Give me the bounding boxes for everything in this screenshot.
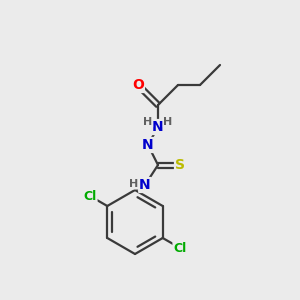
- Text: N: N: [139, 178, 151, 192]
- Text: O: O: [132, 78, 144, 92]
- Text: Cl: Cl: [83, 190, 97, 202]
- Text: H: H: [129, 179, 139, 189]
- Text: S: S: [175, 158, 185, 172]
- Text: H: H: [164, 117, 172, 127]
- Text: Cl: Cl: [173, 242, 187, 254]
- Text: N: N: [152, 120, 164, 134]
- Text: H: H: [143, 117, 153, 127]
- Text: N: N: [142, 138, 154, 152]
